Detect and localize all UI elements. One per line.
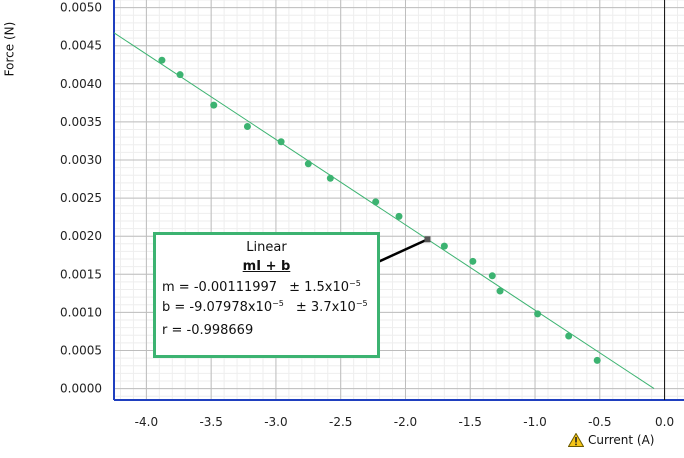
x-tick-label: -1.0 — [523, 415, 546, 429]
data-point — [534, 310, 542, 318]
data-point — [440, 242, 448, 250]
data-point — [372, 198, 380, 206]
data-point — [565, 332, 573, 340]
x-tick-label: -2.5 — [329, 415, 352, 429]
y-tick-label: 0.0040 — [60, 77, 102, 91]
y-tick-label: 0.0030 — [60, 153, 102, 167]
data-point — [326, 174, 334, 182]
data-point — [469, 257, 477, 265]
x-axis-label-group: Current (A) — [568, 433, 654, 447]
y-tick-label: 0.0050 — [60, 1, 102, 15]
data-point — [395, 212, 403, 220]
data-point — [304, 160, 312, 168]
y-tick-label: 0.0000 — [60, 382, 102, 396]
x-tick-label: -3.5 — [199, 415, 222, 429]
data-point — [593, 356, 601, 364]
data-point — [277, 138, 285, 146]
y-tick-label: 0.0005 — [60, 343, 102, 357]
fit-info-box[interactable]: Linear mI + b m = -0.00111997 ± 1.5x10−5 … — [153, 232, 380, 358]
data-point — [210, 101, 218, 109]
x-tick-label: 0.0 — [655, 415, 674, 429]
data-point — [158, 56, 166, 64]
data-point — [496, 287, 504, 295]
fit-intercept: b = -9.07978x10−5 ± 3.7x10−5 — [162, 299, 368, 315]
fit-slope: m = -0.00111997 ± 1.5x10−5 — [162, 279, 361, 295]
fit-handle — [424, 236, 431, 243]
data-point — [488, 272, 496, 280]
fit-correlation: r = -0.998669 — [162, 323, 254, 338]
y-tick-label: 0.0015 — [60, 267, 102, 281]
y-tick-label: 0.0025 — [60, 191, 102, 205]
y-tick-label: 0.0020 — [60, 229, 102, 243]
y-tick-label: 0.0035 — [60, 115, 102, 129]
x-axis-label: Current (A) — [588, 433, 655, 447]
fit-line — [113, 32, 655, 389]
warning-icon[interactable] — [568, 433, 584, 447]
data-point — [176, 71, 184, 79]
x-tick-label: -4.0 — [135, 415, 158, 429]
x-tick-label: -2.0 — [394, 415, 417, 429]
y-tick-label: 0.0045 — [60, 39, 102, 53]
fit-box-connector — [377, 238, 429, 264]
x-tick-label: -0.5 — [588, 415, 611, 429]
fit-equation: mI + b — [242, 259, 291, 274]
x-tick-label: -1.5 — [459, 415, 482, 429]
x-tick-label: -3.0 — [264, 415, 287, 429]
y-axis-label: Force (N) — [2, 21, 17, 77]
y-tick-label: 0.0010 — [60, 305, 102, 319]
data-point — [243, 122, 251, 130]
fit-title: Linear — [246, 240, 287, 255]
